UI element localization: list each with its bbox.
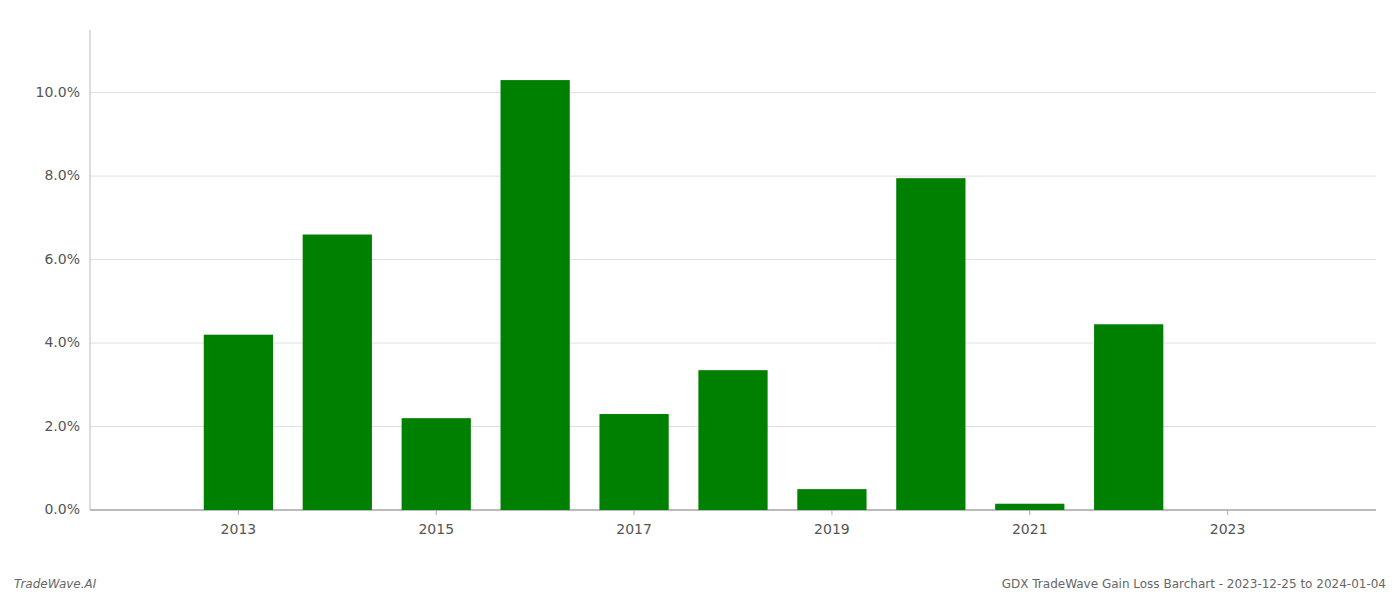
x-tick-label: 2023 [1210, 521, 1246, 537]
x-tick-label: 2021 [1012, 521, 1048, 537]
y-tick-label: 2.0% [44, 418, 80, 434]
bar [599, 414, 668, 510]
x-tick [238, 510, 239, 515]
bars [204, 80, 1164, 510]
grid-line [90, 343, 1376, 344]
bar [896, 178, 965, 510]
x-tick [634, 510, 635, 515]
bar [698, 370, 767, 510]
axes: 0.0% 2.0% 4.0% 6.0% 8.0% 10.0% 2013 2015 2017 201… [36, 30, 1376, 537]
bar [995, 504, 1064, 510]
footer-note: TradeWave.AI [14, 577, 97, 591]
y-tick-label: 10.0% [36, 84, 80, 100]
x-tick-label: 2019 [814, 521, 850, 537]
grid [90, 93, 1376, 510]
y-tick-label: 0.0% [44, 501, 80, 517]
x-tick [831, 510, 832, 515]
x-tick [1227, 510, 1228, 515]
bar [402, 418, 471, 510]
y-tick-label: 6.0% [44, 251, 80, 267]
x-tick-label: 2013 [221, 521, 257, 537]
grid-line [90, 176, 1376, 177]
x-tick-label: 2015 [418, 521, 454, 537]
x-tick-label: 2017 [616, 521, 652, 537]
y-tick-label: 4.0% [44, 334, 80, 350]
footer-note: GDX TradeWave Gain Loss Barchart - 2023-… [1002, 577, 1386, 591]
bar [797, 489, 866, 510]
y-tick-label: 8.0% [44, 167, 80, 183]
chart-svg: 0.0% 2.0% 4.0% 6.0% 8.0% 10.0% 2013 2015 2017 201… [0, 0, 1400, 600]
chart-container: 0.0% 2.0% 4.0% 6.0% 8.0% 10.0% 2013 2015 2017 201… [0, 0, 1400, 600]
bar [501, 80, 570, 510]
bar [204, 335, 273, 510]
bar [1094, 324, 1163, 510]
bar [303, 235, 372, 510]
x-tick [1029, 510, 1030, 515]
x-tick [436, 510, 437, 515]
grid-line [90, 259, 1376, 260]
bar [1193, 510, 1262, 511]
grid-line [90, 92, 1376, 93]
y-axis-line [90, 30, 91, 510]
